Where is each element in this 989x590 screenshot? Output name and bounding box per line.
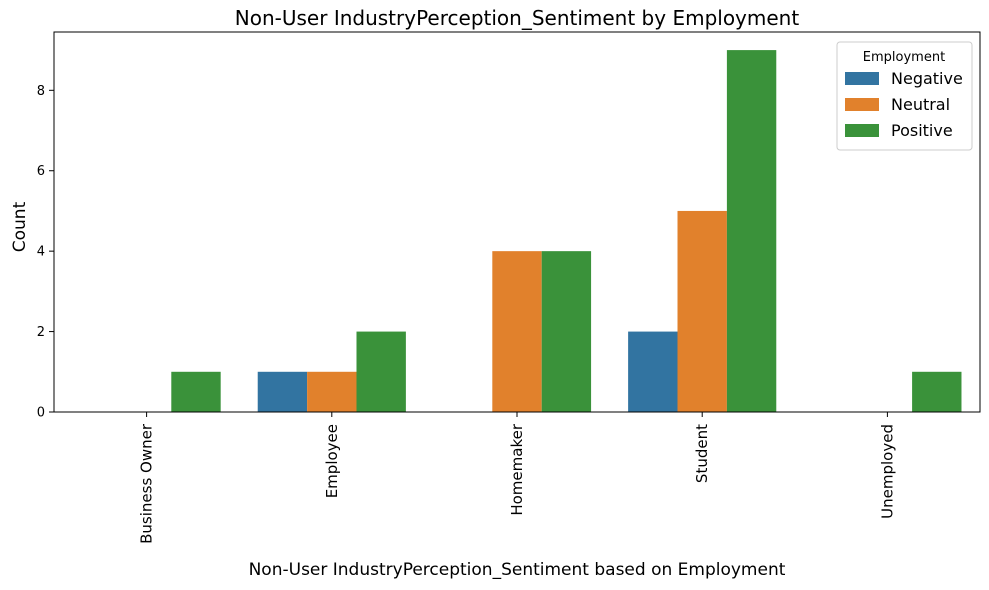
y-tick-label: 4 [37, 245, 45, 260]
bar-employee-negative [257, 371, 308, 412]
x-tick-label: Homemaker [508, 423, 526, 515]
x-tick-label: Employee [323, 424, 341, 498]
legend: Employment Negative Neutral Positive [836, 41, 973, 151]
chart-title: Non-User IndustryPerception_Sentiment by… [235, 6, 800, 30]
bar-employee-positive [356, 331, 406, 412]
bar-unemployed-positive [912, 371, 962, 412]
x-tick-label: Student [693, 424, 711, 483]
legend-label-positive: Positive [891, 121, 953, 140]
legend-box [836, 41, 973, 151]
bar-homemaker-positive [541, 251, 592, 412]
bar-employee-neutral [307, 371, 357, 412]
y-tick-label: 8 [37, 84, 45, 99]
legend-swatch-positive [845, 124, 879, 137]
y-ticks: 0 2 4 6 8 [37, 84, 54, 421]
plot-frame [53, 31, 981, 413]
bars-group [171, 50, 962, 412]
x-tick-label: Unemployed [878, 424, 896, 519]
x-tick-label: Business Owner [138, 423, 156, 544]
bar-student-neutral [677, 210, 727, 412]
x-axis-label: Non-User IndustryPerception_Sentiment ba… [249, 560, 786, 580]
y-tick-label: 0 [37, 406, 45, 421]
x-ticks: Business Owner Employee Homemaker Student Un… [138, 412, 896, 544]
bar-business-owner-positive [171, 371, 221, 412]
bar-student-negative [628, 331, 678, 412]
legend-label-neutral: Neutral [891, 95, 950, 114]
legend-swatch-neutral [845, 98, 879, 111]
y-axis-label: Count [10, 201, 30, 252]
bar-student-positive [726, 50, 777, 412]
y-tick-label: 2 [37, 325, 45, 340]
bar-homemaker-neutral [492, 251, 542, 412]
legend-label-negative: Negative [891, 69, 963, 88]
y-tick-label: 6 [37, 164, 45, 179]
legend-title: Employment [863, 50, 945, 65]
legend-swatch-negative [845, 72, 879, 85]
legend-entries: Negative Neutral Positive [845, 69, 963, 140]
